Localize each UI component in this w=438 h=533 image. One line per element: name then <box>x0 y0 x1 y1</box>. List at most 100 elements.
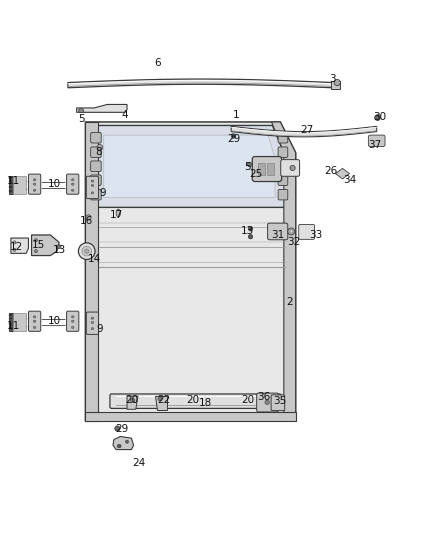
Bar <box>258 163 265 175</box>
Text: 29: 29 <box>228 134 241 143</box>
Bar <box>13 176 26 194</box>
Text: 3: 3 <box>329 74 336 84</box>
Ellipse shape <box>158 397 162 401</box>
FancyBboxPatch shape <box>278 175 288 185</box>
FancyBboxPatch shape <box>91 147 101 157</box>
Text: 20: 20 <box>186 395 199 405</box>
FancyBboxPatch shape <box>268 223 288 240</box>
Bar <box>85 122 98 421</box>
Ellipse shape <box>248 227 253 231</box>
FancyBboxPatch shape <box>91 175 101 185</box>
Ellipse shape <box>34 249 38 253</box>
Bar <box>9 177 12 179</box>
Ellipse shape <box>33 179 36 181</box>
Ellipse shape <box>116 209 120 217</box>
Text: 29: 29 <box>115 424 128 434</box>
Text: 36: 36 <box>257 392 270 402</box>
Text: 10: 10 <box>48 179 61 189</box>
Text: 11: 11 <box>7 176 20 186</box>
FancyBboxPatch shape <box>110 394 281 408</box>
Text: 37: 37 <box>368 140 381 150</box>
Ellipse shape <box>13 248 16 252</box>
Ellipse shape <box>91 180 94 182</box>
Polygon shape <box>104 135 275 198</box>
FancyBboxPatch shape <box>368 135 385 147</box>
Polygon shape <box>11 238 28 253</box>
Ellipse shape <box>71 189 74 191</box>
Polygon shape <box>127 396 138 409</box>
Text: 16: 16 <box>80 215 93 225</box>
Ellipse shape <box>125 440 129 443</box>
Polygon shape <box>272 122 296 421</box>
Text: 15: 15 <box>32 240 45 251</box>
Bar <box>85 412 296 421</box>
Ellipse shape <box>265 400 269 405</box>
Text: 2: 2 <box>286 296 293 306</box>
Bar <box>9 323 12 325</box>
Polygon shape <box>77 104 127 112</box>
FancyBboxPatch shape <box>28 174 41 194</box>
FancyBboxPatch shape <box>67 311 79 332</box>
Bar <box>9 318 12 319</box>
Ellipse shape <box>290 230 293 233</box>
Ellipse shape <box>290 165 295 171</box>
Ellipse shape <box>71 320 74 322</box>
Ellipse shape <box>231 134 236 138</box>
Ellipse shape <box>33 326 36 328</box>
Text: 18: 18 <box>198 398 212 408</box>
Ellipse shape <box>131 398 135 403</box>
Ellipse shape <box>71 316 74 318</box>
Text: 10: 10 <box>48 316 61 326</box>
Text: 25: 25 <box>250 168 263 179</box>
Polygon shape <box>32 235 59 255</box>
Ellipse shape <box>247 162 252 167</box>
Bar <box>267 163 274 175</box>
Bar <box>9 186 12 188</box>
Text: 4: 4 <box>121 110 128 120</box>
Ellipse shape <box>91 317 94 319</box>
Ellipse shape <box>78 243 95 260</box>
Text: 22: 22 <box>158 395 171 405</box>
Text: 5: 5 <box>78 115 85 124</box>
Ellipse shape <box>117 445 121 448</box>
FancyBboxPatch shape <box>91 189 101 200</box>
Ellipse shape <box>33 316 36 318</box>
Text: 1: 1 <box>233 110 240 120</box>
Polygon shape <box>113 437 134 449</box>
FancyBboxPatch shape <box>91 133 101 143</box>
FancyBboxPatch shape <box>91 161 101 172</box>
Ellipse shape <box>82 246 92 256</box>
Bar <box>9 181 12 182</box>
Ellipse shape <box>248 235 253 239</box>
FancyBboxPatch shape <box>86 176 99 199</box>
Ellipse shape <box>115 426 120 431</box>
Ellipse shape <box>97 144 102 150</box>
Ellipse shape <box>86 215 91 220</box>
Text: 12: 12 <box>10 242 23 252</box>
FancyBboxPatch shape <box>252 157 282 182</box>
Bar <box>9 314 12 316</box>
Bar <box>9 176 13 194</box>
Ellipse shape <box>33 189 36 191</box>
Ellipse shape <box>57 245 61 249</box>
FancyBboxPatch shape <box>278 161 288 172</box>
Text: 13: 13 <box>53 245 66 255</box>
Ellipse shape <box>33 320 36 322</box>
FancyBboxPatch shape <box>271 395 285 410</box>
Text: 9: 9 <box>99 188 106 198</box>
Bar <box>9 327 12 329</box>
Polygon shape <box>231 126 377 137</box>
Ellipse shape <box>91 184 94 187</box>
Ellipse shape <box>334 79 340 86</box>
Polygon shape <box>155 395 167 410</box>
Text: 34: 34 <box>343 175 356 185</box>
FancyBboxPatch shape <box>299 224 314 239</box>
FancyBboxPatch shape <box>257 393 279 412</box>
Text: 5: 5 <box>244 161 251 172</box>
Bar <box>13 313 26 332</box>
Text: 27: 27 <box>300 125 313 135</box>
Text: 11: 11 <box>7 321 20 330</box>
Text: 20: 20 <box>241 395 254 405</box>
Polygon shape <box>68 79 333 88</box>
Text: 30: 30 <box>374 112 387 122</box>
